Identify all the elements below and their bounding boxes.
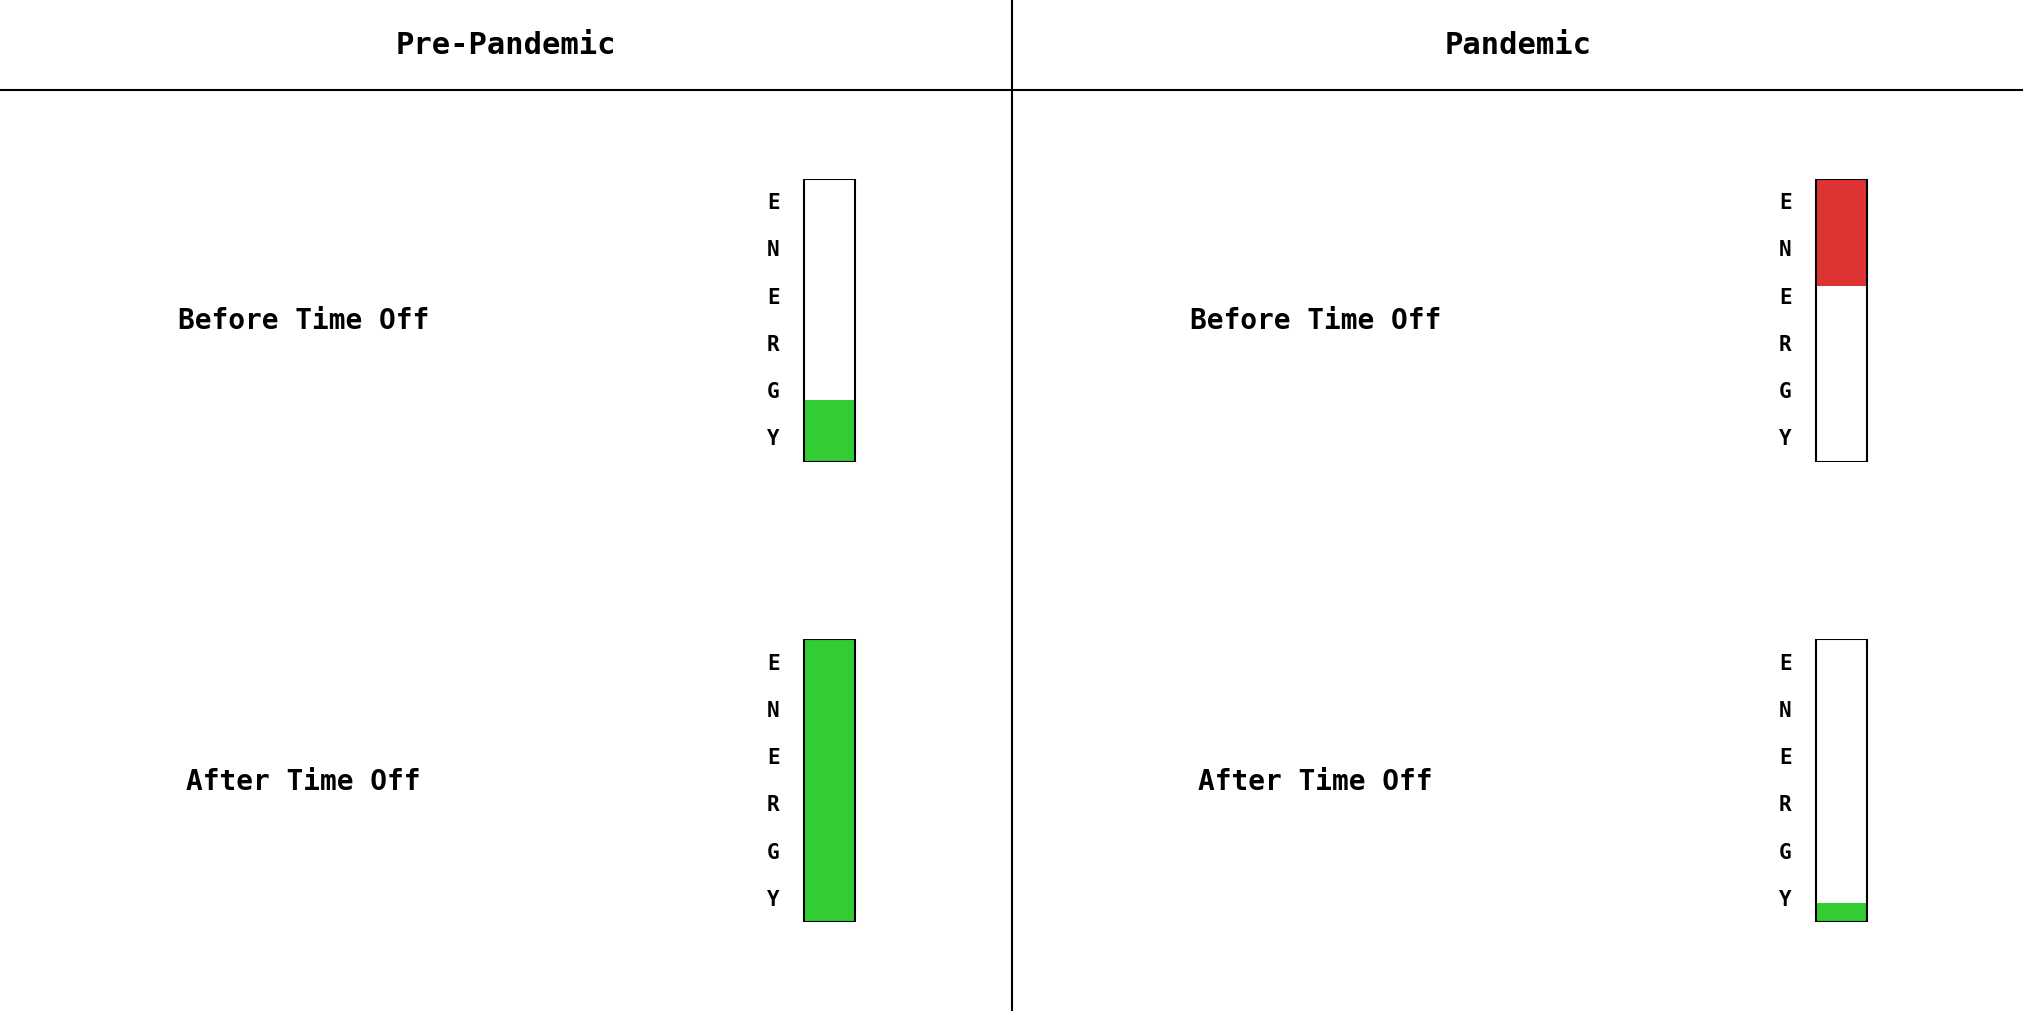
Text: After Time Off: After Time Off xyxy=(186,767,421,795)
Text: E: E xyxy=(767,653,779,673)
Text: N: N xyxy=(767,241,779,260)
Text: Before Time Off: Before Time Off xyxy=(178,307,429,335)
Text: R: R xyxy=(1778,335,1790,355)
Text: Pandemic: Pandemic xyxy=(1444,31,1590,60)
Text: After Time Off: After Time Off xyxy=(1198,767,1432,795)
Text: R: R xyxy=(767,795,779,815)
Bar xyxy=(1815,903,1867,922)
Text: G: G xyxy=(767,842,779,861)
Text: G: G xyxy=(767,382,779,401)
Text: Before Time Off: Before Time Off xyxy=(1190,307,1440,335)
Text: Y: Y xyxy=(767,889,779,909)
Text: N: N xyxy=(767,701,779,720)
Text: E: E xyxy=(1778,653,1790,673)
Text: E: E xyxy=(1778,287,1790,307)
Text: N: N xyxy=(1778,241,1790,260)
Text: G: G xyxy=(1778,382,1790,401)
Text: E: E xyxy=(767,193,779,213)
Text: G: G xyxy=(1778,842,1790,861)
Text: Y: Y xyxy=(767,429,779,449)
Bar xyxy=(1815,180,1867,287)
Text: R: R xyxy=(767,335,779,355)
Text: E: E xyxy=(767,287,779,307)
Text: E: E xyxy=(767,747,779,767)
Text: Y: Y xyxy=(1778,429,1790,449)
Text: N: N xyxy=(1778,701,1790,720)
Text: E: E xyxy=(1778,747,1790,767)
Bar xyxy=(803,400,856,463)
Text: E: E xyxy=(1778,193,1790,213)
Text: R: R xyxy=(1778,795,1790,815)
Text: Pre-Pandemic: Pre-Pandemic xyxy=(397,31,615,60)
Text: Y: Y xyxy=(1778,889,1790,909)
